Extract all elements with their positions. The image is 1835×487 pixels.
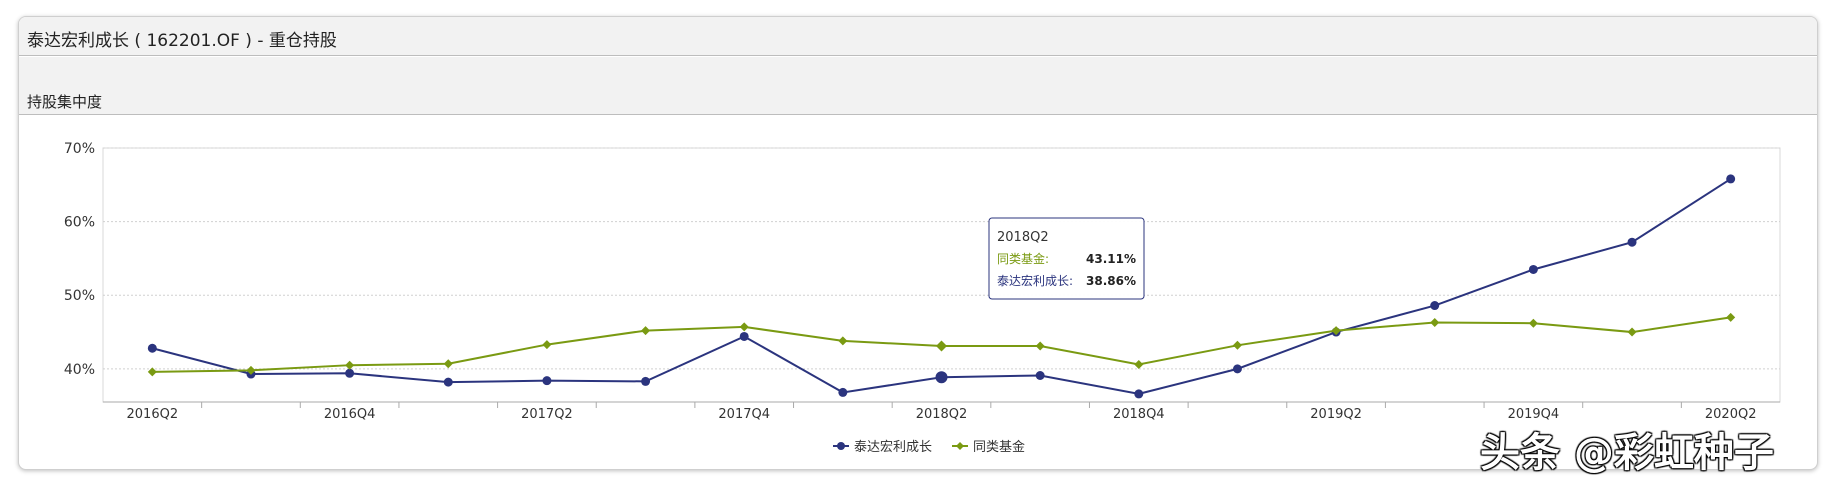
legend-label: 泰达宏利成长 bbox=[854, 440, 932, 455]
data-point bbox=[345, 368, 355, 378]
data-point bbox=[838, 387, 848, 397]
data-point bbox=[147, 367, 157, 377]
plot-area bbox=[102, 147, 1781, 403]
data-point bbox=[1232, 364, 1242, 374]
data-point bbox=[739, 322, 749, 332]
data-point bbox=[1430, 301, 1440, 311]
data-point bbox=[1134, 359, 1144, 369]
x-tick-label: 2016Q4 bbox=[324, 407, 376, 422]
section-title: 持股集中度 bbox=[27, 93, 103, 111]
tooltip-label: 泰达宏利成长: bbox=[997, 273, 1073, 288]
data-point bbox=[542, 340, 552, 350]
x-tick-label: 2017Q4 bbox=[718, 407, 770, 422]
data-point bbox=[936, 340, 947, 352]
data-point bbox=[1430, 317, 1440, 327]
x-tick-label: 2019Q4 bbox=[1508, 407, 1560, 422]
data-point bbox=[641, 326, 651, 336]
data-point bbox=[1528, 264, 1538, 274]
y-tick-label: 50% bbox=[64, 288, 95, 304]
data-point bbox=[1726, 312, 1736, 322]
chart-card: 泰达宏利成长 ( 162201.OF ) - 重仓持股 持股集中度 bbox=[18, 16, 1818, 470]
data-point bbox=[345, 360, 355, 370]
y-tick-label: 40% bbox=[64, 362, 95, 378]
data-point bbox=[1035, 370, 1045, 380]
data-point bbox=[246, 365, 256, 375]
data-point bbox=[1528, 318, 1538, 328]
data-point bbox=[443, 377, 453, 387]
x-tick-label: 2020Q2 bbox=[1705, 407, 1757, 422]
data-point bbox=[1627, 327, 1637, 337]
x-tick-label: 2017Q2 bbox=[521, 407, 573, 422]
x-tick-label: 2018Q4 bbox=[1113, 407, 1165, 422]
data-point bbox=[147, 343, 157, 353]
data-point bbox=[641, 376, 651, 386]
data-point bbox=[443, 359, 453, 369]
tooltip-value: 38.86% bbox=[1086, 274, 1136, 288]
x-tick-label: 2016Q2 bbox=[127, 407, 179, 422]
tooltip-box bbox=[988, 217, 1145, 300]
data-point bbox=[1035, 341, 1045, 351]
legend-marker bbox=[837, 442, 845, 450]
x-tick-label: 2018Q2 bbox=[916, 407, 968, 422]
y-tick-label: 60% bbox=[64, 215, 95, 231]
data-point bbox=[1627, 237, 1637, 247]
tooltip-label: 同类基金: bbox=[997, 251, 1049, 266]
data-point bbox=[838, 336, 848, 346]
x-tick-label: 2019Q2 bbox=[1310, 407, 1362, 422]
tooltip-category: 2018Q2 bbox=[997, 230, 1049, 245]
data-point bbox=[1726, 174, 1736, 184]
title-bar: 泰达宏利成长 ( 162201.OF ) - 重仓持股 bbox=[19, 17, 1817, 56]
section-bar: 持股集中度 bbox=[19, 57, 1817, 115]
data-point bbox=[739, 331, 749, 341]
data-point bbox=[935, 371, 948, 384]
legend-marker bbox=[956, 442, 964, 450]
tooltip-value: 43.11% bbox=[1086, 252, 1136, 266]
data-point bbox=[542, 376, 552, 386]
data-point bbox=[1134, 389, 1144, 399]
y-tick-label: 70% bbox=[64, 141, 95, 157]
data-point bbox=[1331, 326, 1341, 336]
data-point bbox=[1232, 340, 1242, 350]
series-line bbox=[152, 178, 1732, 395]
watermark: 头条 @彩虹种子 bbox=[1480, 430, 1774, 476]
page-title: 泰达宏利成长 ( 162201.OF ) - 重仓持股 bbox=[27, 31, 337, 51]
legend-label: 同类基金 bbox=[973, 439, 1025, 455]
